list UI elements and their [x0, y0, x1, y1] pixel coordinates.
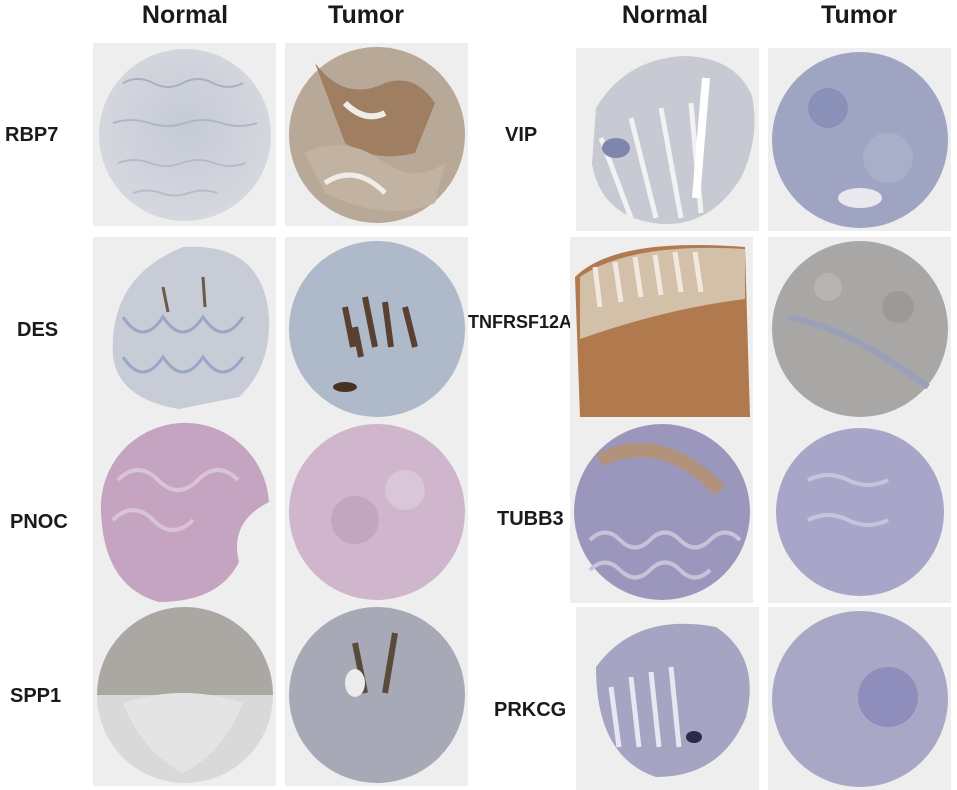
tissue-panel-tnfrsf12a-tumor [768, 237, 951, 420]
gene-label-tnfrsf12a: TNFRSF12A [468, 312, 573, 332]
tissue-panel-des-normal [93, 237, 276, 420]
header-left-tumor: Tumor [328, 1, 404, 29]
header-left-normal: Normal [141, 1, 229, 29]
tissue-panel-prkcg-normal [576, 607, 759, 790]
gene-label-pnoc: PNOC [10, 511, 68, 533]
gene-label-vip: VIP [505, 124, 538, 146]
tissue-panel-pnoc-tumor [285, 420, 468, 603]
tissue-panel-tnfrsf12a-normal [570, 237, 753, 420]
tissue-panel-vip-tumor [768, 48, 951, 231]
header-right-tumor: Tumor [821, 1, 897, 29]
tissue-panel-rbp7-normal [93, 43, 276, 226]
tissue-panel-pnoc-normal [93, 420, 276, 603]
gene-label-des: DES [17, 319, 59, 341]
tissue-panel-prkcg-tumor [768, 607, 951, 790]
tissue-panel-spp1-normal [93, 603, 276, 786]
tissue-panel-des-tumor [285, 237, 468, 420]
gene-label-rbp7: RBP7 [5, 124, 59, 146]
gene-label-spp1: SPP1 [10, 685, 62, 707]
gene-label-tubb3: TUBB3 [497, 508, 564, 530]
gene-label-prkcg: PRKCG [494, 699, 567, 721]
tissue-panel-rbp7-tumor [285, 43, 468, 226]
tissue-panel-vip-normal [576, 48, 759, 231]
tissue-panel-tubb3-tumor [768, 420, 951, 603]
tissue-panel-spp1-tumor [285, 603, 468, 786]
header-right-normal: Normal [621, 1, 709, 29]
tissue-panel-tubb3-normal [570, 420, 753, 603]
